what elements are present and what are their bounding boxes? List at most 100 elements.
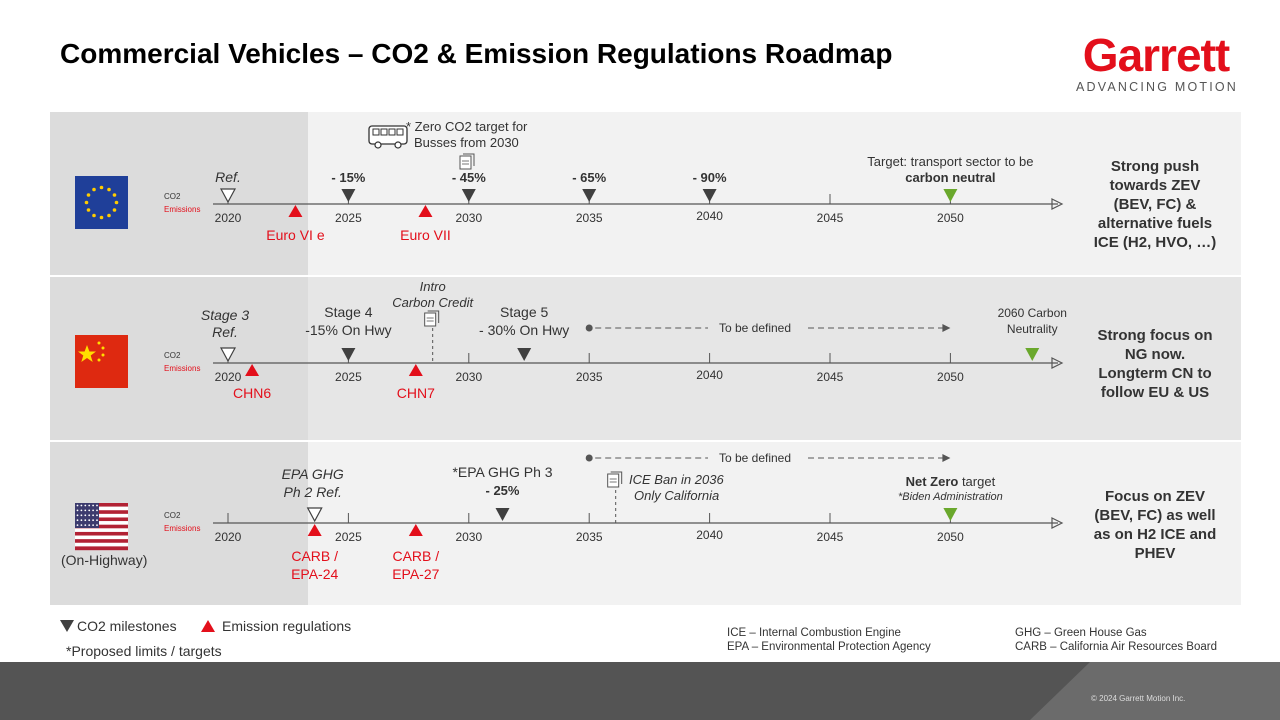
summary-line: NG now. [1124, 346, 1186, 363]
china-emission-label: CHN7 [397, 385, 435, 401]
us-emission-marker [408, 524, 423, 536]
us-milestone-label: - 25% [486, 483, 520, 498]
eu-emission-label: Euro VII [400, 227, 451, 243]
us-emission-marker [307, 524, 322, 536]
year-label: 2035 [576, 211, 603, 225]
document-body [459, 155, 472, 170]
abbreviations-left: ICE – Internal Combustion Engine EPA – E… [727, 626, 931, 654]
china-milestone-label: -15% On Hwy [305, 322, 391, 338]
china-flag-icon [75, 335, 128, 388]
us-milestone-label: EPA GHG [282, 466, 344, 482]
us-emission-label: CARB / [291, 548, 338, 564]
net-zero-bold: Net Zero [906, 474, 959, 489]
china-target-marker [1025, 348, 1040, 361]
china-emission-marker [245, 364, 260, 376]
year-label: 2040 [696, 528, 723, 542]
year-label: 2025 [335, 530, 362, 544]
year-label: 2040 [696, 209, 723, 223]
document-back [610, 471, 623, 484]
us-tbd-label: To be defined [719, 451, 791, 465]
abbr-epa: EPA – Environmental Protection Agency [727, 641, 931, 653]
emissions-axis-label: Emissions [164, 524, 200, 533]
eu-co2-milestone [341, 189, 356, 202]
eu-milestone-label: - 65% [572, 170, 606, 185]
eu-co2-milestone [461, 189, 476, 202]
eu-reference-marker [219, 188, 237, 204]
eu-target-label: Target: transport sector to be [867, 154, 1033, 169]
year-label: 2030 [455, 211, 482, 225]
bus-window [380, 128, 388, 136]
china-tbd-label: To be defined [719, 321, 791, 335]
china-target-label: Neutrality [1007, 322, 1058, 336]
net-zero-rest: target [958, 474, 995, 489]
us-co2-milestone [495, 508, 510, 521]
page-title: Commercial Vehicles – CO2 & Emission Reg… [60, 38, 893, 69]
china-tbd-arrow [942, 324, 951, 332]
us-target-marker [943, 508, 958, 521]
china-reference-marker [219, 347, 237, 363]
eu-co2-milestone [582, 189, 597, 202]
us-region-note: (On-Highway) [61, 552, 148, 568]
china-co2-milestone [341, 348, 356, 361]
bus-window [396, 128, 404, 136]
emissions-axis-label: Emissions [164, 205, 200, 214]
eu-axis-arrow [1051, 198, 1064, 210]
year-label: 2050 [937, 370, 964, 384]
summary-line: Strong focus on [1097, 327, 1213, 344]
eu-milestone-label: - 15% [331, 170, 365, 185]
china-emission-marker [408, 364, 423, 376]
china-milestone-label: - 30% On Hwy [479, 322, 569, 338]
summary-line: Strong push [1110, 158, 1200, 175]
year-label: 2025 [335, 211, 362, 225]
china-milestone-label: Stage 5 [500, 304, 548, 320]
bus-window [388, 128, 396, 136]
eu-target-marker [943, 189, 958, 202]
document-back [427, 310, 440, 323]
co2-axis-label: CO2 [164, 192, 181, 201]
us-summary-text: Focus on ZEV (BEV, FC) as well as on H2 IC… [1075, 487, 1235, 563]
document-body [607, 473, 620, 488]
summary-line: as on H2 ICE and [1093, 526, 1217, 543]
summary-line: alternative fuels [1097, 215, 1213, 232]
eu-co2-milestone [702, 189, 717, 202]
year-label: 2050 [937, 211, 964, 225]
bus-wheel [374, 141, 382, 149]
year-label: 2035 [576, 530, 603, 544]
year-label: 2045 [817, 370, 844, 384]
us-milestone-label: Ph 2 Ref. [284, 484, 342, 500]
summary-line: ICE (H2, HVO, …) [1093, 234, 1217, 251]
bus-note-line2: Busses from 2030 [414, 135, 519, 150]
ice-ban-label: ICE Ban in 2036 [629, 472, 724, 487]
us-document-icon [607, 471, 623, 488]
china-co2-milestone [517, 348, 532, 361]
summary-line: Focus on ZEV [1104, 488, 1205, 505]
china-document-icon [424, 310, 440, 327]
us-tbd-start-dot [585, 454, 593, 462]
us-target-label: Net Zero target [906, 474, 996, 489]
emission-legend-icon [201, 620, 215, 632]
eu-summary-text: Strong push towards ZEV (BEV, FC) & alterna… [1075, 157, 1235, 252]
summary-line: (BEV, FC) & [1113, 196, 1197, 213]
logo-wordmark: Garrett [1082, 29, 1230, 81]
eu-milestone-label: - 90% [693, 170, 727, 185]
eu-document-icon [459, 153, 475, 170]
china-summary-text: Strong focus on NG now. Longterm CN to foll… [1075, 326, 1235, 402]
year-label: 2025 [335, 370, 362, 384]
year-label: 2020 [215, 530, 242, 544]
carbon-credit-label: Intro [420, 279, 446, 294]
us-axis-arrow [1051, 517, 1064, 529]
co2-axis-label: CO2 [164, 511, 181, 520]
china-axis-arrow [1051, 357, 1064, 369]
legend-co2-label: CO2 milestones [77, 618, 177, 634]
eu-flag-icon [75, 176, 128, 229]
year-label: 2035 [576, 370, 603, 384]
logo-tagline: ADVANCING MOTION [1075, 80, 1239, 94]
eu-emission-marker [418, 205, 433, 217]
abbreviations-right: GHG – Green House Gas CARB – California … [1015, 626, 1217, 654]
us-reference-marker [306, 507, 323, 523]
us-emission-label: EPA-27 [392, 566, 439, 582]
us-emission-label: EPA-24 [291, 566, 338, 582]
copyright-text: © 2024 Garrett Motion Inc. [1091, 694, 1186, 703]
emission-regulations-legend: Emission regulations [222, 618, 352, 634]
